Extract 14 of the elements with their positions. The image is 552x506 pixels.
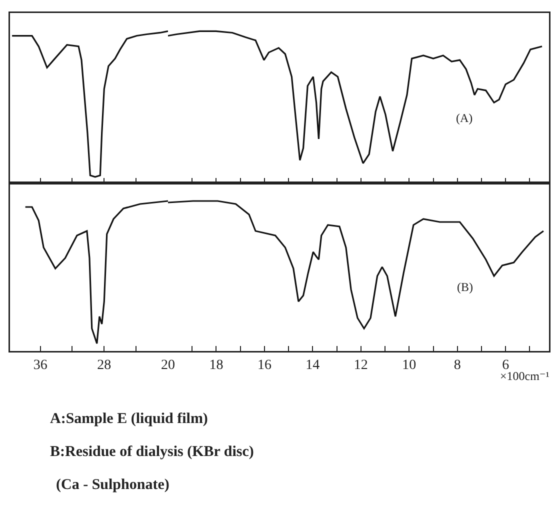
text: B:Residue of dialysis (KBr disc) <box>50 444 254 460</box>
annotation: (A) <box>456 111 473 125</box>
x-tick-label: 36 <box>33 358 48 374</box>
x-tick-label: 10 <box>402 358 416 374</box>
x-tick-label: 14 <box>306 358 320 374</box>
text: (Ca - Sulphonate) <box>56 477 170 493</box>
annotation: (B) <box>457 280 473 294</box>
x-tick-label: 12 <box>354 358 368 374</box>
x-tick-label: 20 <box>161 358 175 374</box>
x-tick-label: 8 <box>454 358 461 374</box>
text: A:Sample E (liquid film) <box>50 411 208 427</box>
x-tick-label: 28 <box>97 358 112 374</box>
x-tick-label: 18 <box>209 358 224 374</box>
x-tick-label: 16 <box>257 358 272 374</box>
